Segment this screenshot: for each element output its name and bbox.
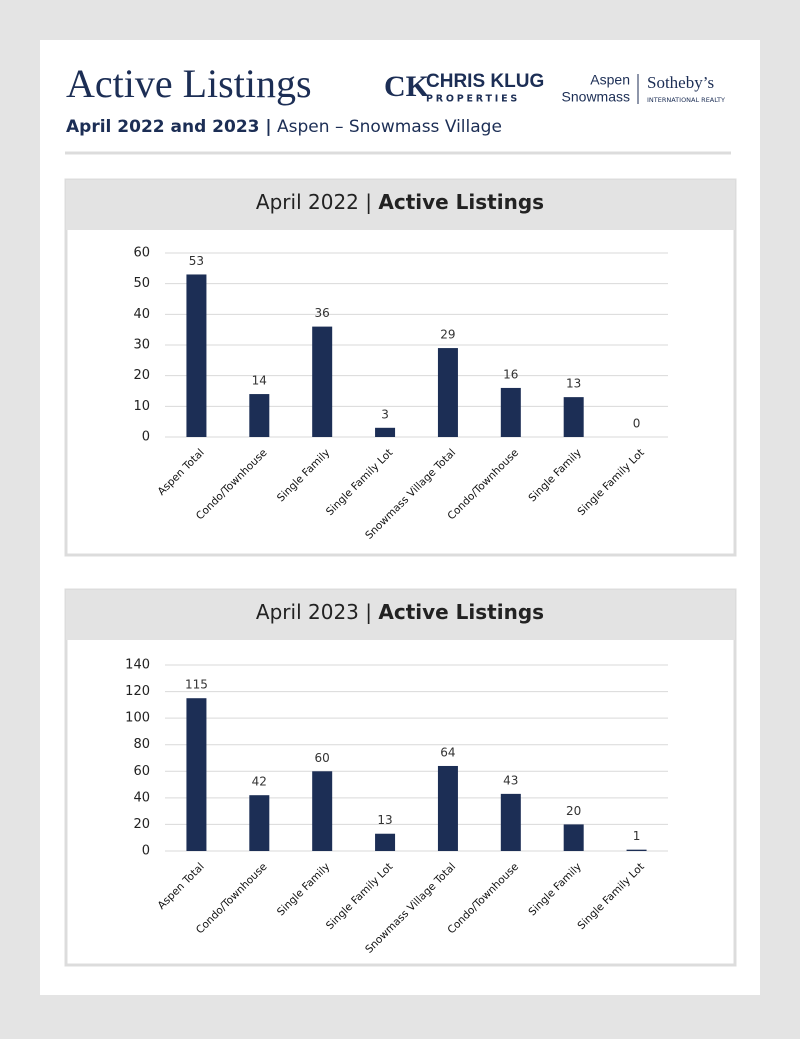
y-tick-label: 80 [133, 737, 150, 752]
bar [500, 793, 521, 851]
bar [437, 348, 458, 437]
logo-tagline: PROPERTIES [426, 94, 520, 105]
y-tick-label: 0 [142, 844, 150, 859]
bar [500, 387, 521, 437]
value-label: 29 [440, 328, 455, 342]
bar [186, 274, 207, 437]
subtitle-bold: April 2022 and 2023 | [66, 117, 272, 137]
subtitle-text: Aspen – Snowmass Village [277, 117, 502, 137]
page-title: Active Listings [66, 61, 312, 106]
bar [249, 394, 270, 437]
value-label: 36 [315, 306, 330, 320]
bar [312, 771, 333, 851]
chart-title-period: April 2023 | [256, 600, 372, 624]
value-label: 14 [252, 374, 267, 388]
chart-title-period: April 2022 | [256, 190, 372, 214]
bar [626, 849, 647, 851]
chart-title-main: Active Listings [378, 600, 544, 624]
bar [563, 397, 584, 437]
chart-panel [64, 588, 737, 967]
logo-monogram: CK [384, 70, 430, 103]
chart-panel [64, 178, 737, 557]
logo-brand-tagline: INTERNATIONAL REALTY [647, 96, 725, 104]
y-tick-label: 20 [133, 368, 150, 383]
value-label: 13 [566, 377, 581, 391]
value-label: 64 [440, 745, 455, 759]
y-tick-label: 40 [133, 307, 150, 322]
y-tick-label: 50 [133, 276, 150, 291]
logo-name: CHRIS KLUG [426, 71, 544, 92]
y-tick-label: 140 [125, 658, 150, 673]
y-tick-label: 10 [133, 399, 150, 414]
chart-title: April 2022 | Active Listings [256, 190, 544, 214]
y-tick-label: 30 [133, 338, 150, 353]
chart-header [66, 180, 735, 230]
value-label: 0 [633, 417, 641, 431]
logo-place: Aspen [590, 72, 630, 88]
bar [375, 427, 396, 437]
chart-title-main: Active Listings [378, 190, 544, 214]
y-tick-label: 40 [133, 790, 150, 805]
bar [563, 824, 584, 851]
chart-header [66, 590, 735, 640]
y-tick-label: 100 [125, 711, 150, 726]
value-label: 16 [503, 367, 518, 381]
value-label: 115 [185, 678, 208, 692]
y-tick-label: 120 [125, 684, 150, 699]
logo-place: Snowmass [562, 89, 630, 105]
chart-title: April 2023 | Active Listings [256, 600, 544, 624]
value-label: 3 [381, 407, 389, 421]
bar [437, 765, 458, 851]
y-tick-label: 20 [133, 817, 150, 832]
value-label: 60 [315, 751, 330, 765]
bar [186, 698, 207, 851]
bar [375, 833, 396, 851]
value-label: 53 [189, 254, 204, 268]
y-tick-label: 0 [142, 430, 150, 445]
logo-brand: Sotheby’s [647, 73, 714, 92]
value-label: 42 [252, 775, 267, 789]
value-label: 13 [377, 813, 392, 827]
bar [249, 795, 270, 851]
value-label: 20 [566, 804, 581, 818]
subtitle: April 2022 and 2023 | Aspen – Snowmass V… [66, 117, 502, 137]
y-tick-label: 60 [133, 246, 150, 261]
y-tick-label: 60 [133, 764, 150, 779]
bar [312, 326, 333, 437]
value-label: 1 [633, 829, 641, 843]
value-label: 43 [503, 773, 518, 787]
